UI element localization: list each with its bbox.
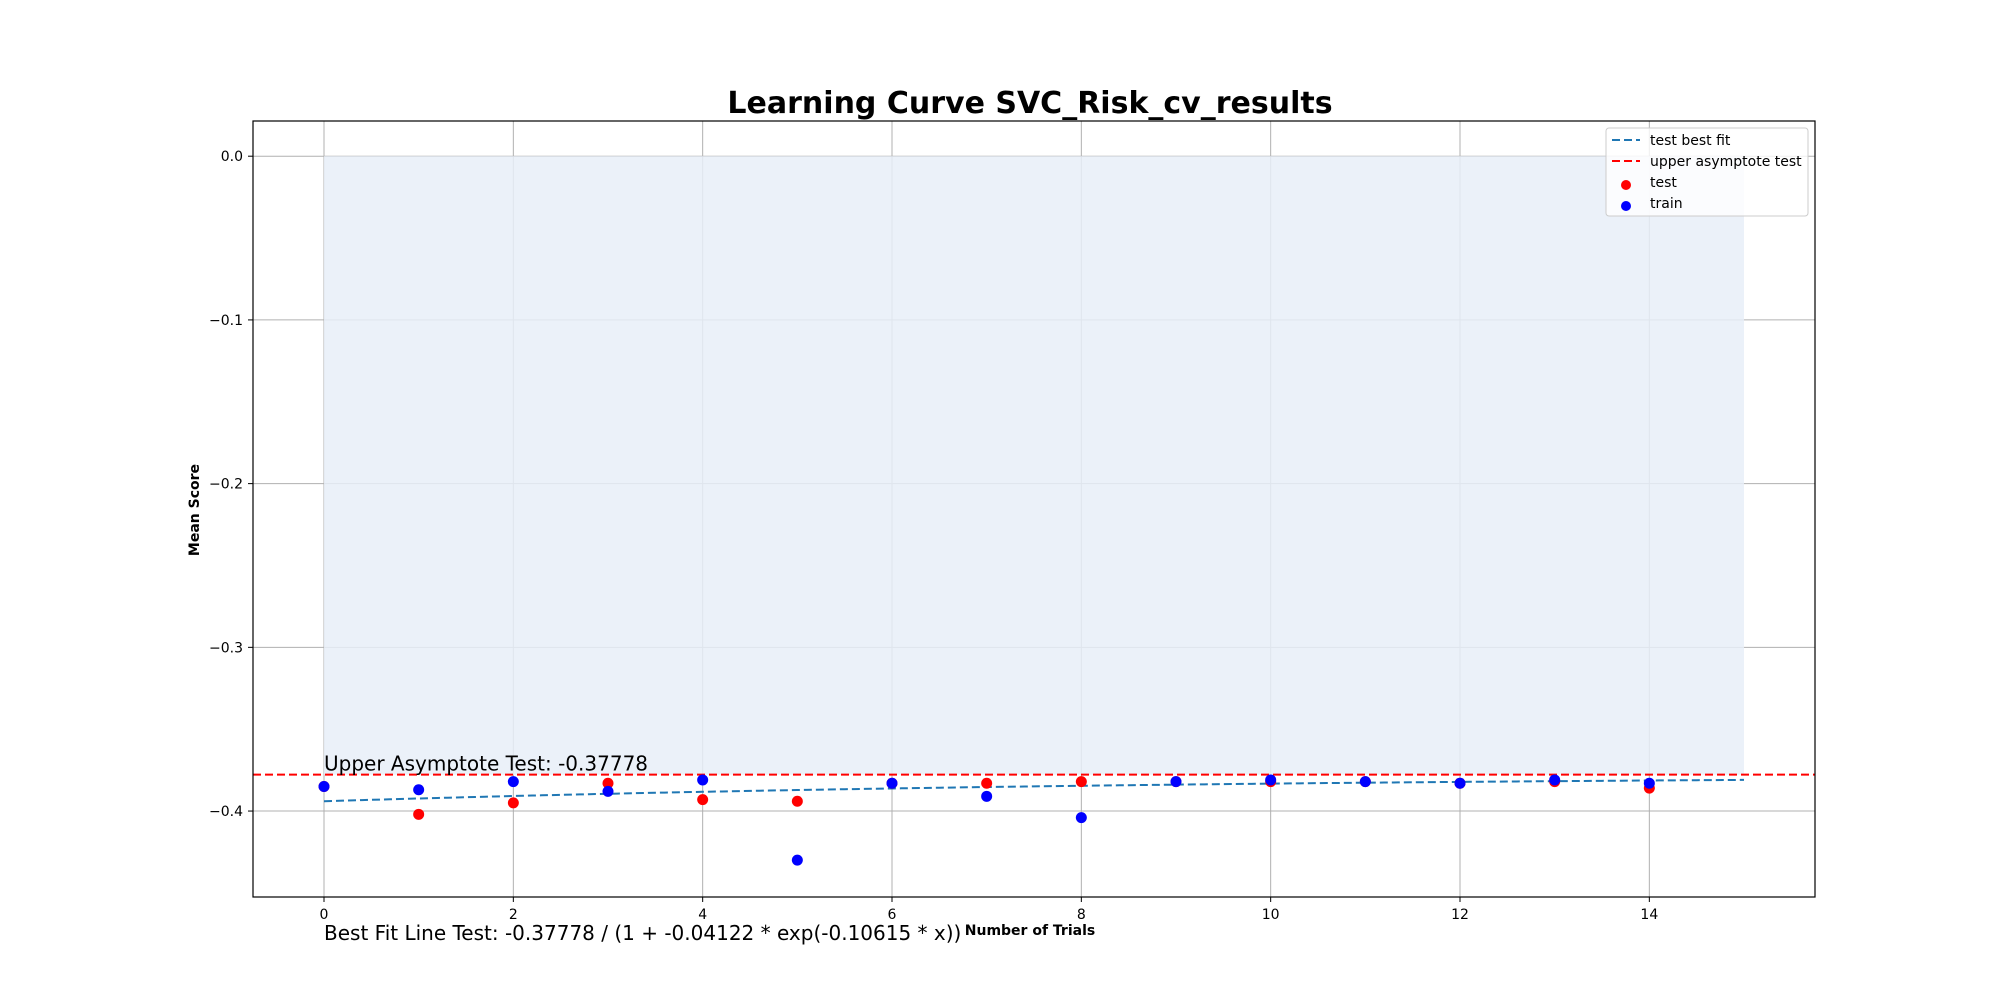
y-tick-label: −0.4 bbox=[209, 804, 243, 820]
x-tick-label: 6 bbox=[888, 907, 897, 923]
x-axis-title: Number of Trials bbox=[965, 923, 1095, 939]
test-point bbox=[981, 777, 993, 789]
test-point bbox=[791, 795, 803, 807]
train-point bbox=[318, 780, 330, 792]
test-point bbox=[413, 808, 425, 820]
train-point bbox=[602, 785, 614, 797]
test-point bbox=[1075, 776, 1087, 788]
x-tick-label: 0 bbox=[320, 907, 329, 923]
test-point bbox=[507, 797, 519, 809]
test-point bbox=[697, 794, 709, 806]
x-tick-label: 2 bbox=[509, 907, 518, 923]
train-point bbox=[981, 790, 993, 802]
y-tick-label: −0.3 bbox=[209, 640, 243, 656]
train-point bbox=[507, 776, 519, 788]
x-tick-label: 8 bbox=[1077, 907, 1086, 923]
train-point bbox=[1643, 777, 1655, 789]
legend-item-test-marker bbox=[1621, 180, 1631, 190]
y-tick-label: −0.2 bbox=[209, 477, 243, 493]
train-point bbox=[791, 854, 803, 866]
train-point bbox=[1170, 776, 1182, 788]
legend-item-upper-asymptote-label: upper asymptote test bbox=[1650, 154, 1802, 170]
x-tick-label: 12 bbox=[1451, 907, 1469, 923]
train-point bbox=[697, 774, 709, 786]
train-point bbox=[1454, 777, 1466, 789]
legend-item-test-label: test bbox=[1650, 175, 1677, 191]
y-axis-title: Mean Score bbox=[187, 464, 203, 556]
legend-item-train-marker bbox=[1621, 201, 1631, 211]
legend-box bbox=[1605, 127, 1809, 217]
legend: test best fit upper asymptote test test tra… bbox=[1605, 127, 1809, 217]
asymptote-annotation: Upper Asymptote Test: -0.37778 bbox=[324, 752, 648, 776]
plot-frame bbox=[252, 120, 1816, 898]
test-point bbox=[602, 777, 614, 789]
y-tick-label: −0.1 bbox=[209, 313, 243, 329]
x-tick-label: 4 bbox=[698, 907, 707, 923]
chart-title: Learning Curve SVC_Risk_cv_results bbox=[727, 86, 1332, 121]
legend-item-train-label: train bbox=[1650, 196, 1683, 212]
legend-item-test-best-fit-label: test best fit bbox=[1650, 133, 1731, 149]
x-tick-label: 10 bbox=[1262, 907, 1280, 923]
train-point bbox=[1265, 774, 1277, 786]
fit-equation-annotation: Best Fit Line Test: -0.37778 / (1 + -0.0… bbox=[324, 921, 961, 945]
fill-between-region bbox=[324, 156, 1744, 775]
train-point bbox=[886, 777, 898, 789]
best-fit-line bbox=[323, 778, 1745, 803]
train-point bbox=[1549, 774, 1561, 786]
train-point bbox=[1075, 812, 1087, 824]
train-point bbox=[1359, 776, 1371, 788]
y-tick-label: 0.0 bbox=[221, 149, 243, 165]
train-point bbox=[413, 784, 425, 796]
x-tick-label: 14 bbox=[1640, 907, 1658, 923]
